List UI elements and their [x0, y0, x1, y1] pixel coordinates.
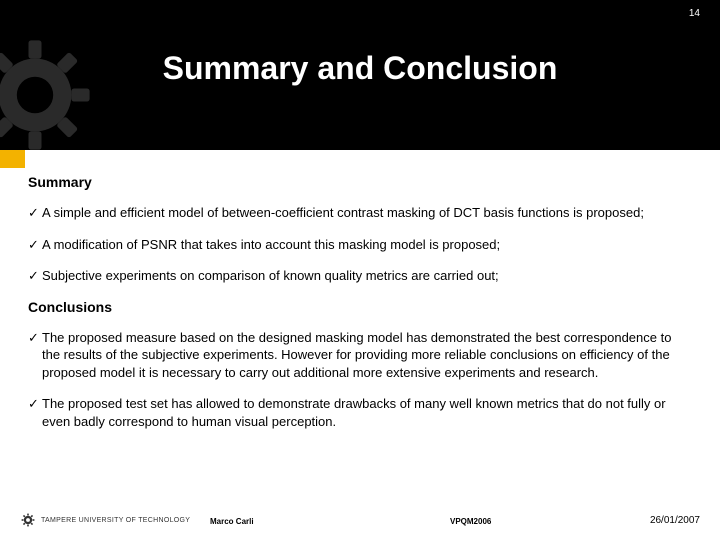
check-icon: ✓	[28, 329, 39, 347]
footer-university: TAMPERE UNIVERSITY OF TECHNOLOGY	[41, 517, 190, 524]
bullet-text: The proposed test set has allowed to dem…	[42, 396, 666, 429]
bullet-text: A simple and efficient model of between-…	[42, 205, 644, 220]
accent-bar	[0, 150, 25, 168]
summary-item: ✓A modification of PSNR that takes into …	[28, 236, 692, 254]
check-icon: ✓	[28, 204, 39, 222]
summary-item: ✓A simple and efficient model of between…	[28, 204, 692, 222]
bullet-text: The proposed measure based on the design…	[42, 330, 671, 380]
bullet-text: A modification of PSNR that takes into a…	[42, 237, 500, 252]
slide-content: Summary ✓A simple and efficient model of…	[0, 150, 720, 430]
conclusion-item: ✓The proposed test set has allowed to de…	[28, 395, 692, 430]
bullet-text: Subjective experiments on comparison of …	[42, 268, 499, 283]
slide-footer: TAMPERE UNIVERSITY OF TECHNOLOGY Marco C…	[0, 508, 720, 528]
summary-heading: Summary	[28, 174, 692, 190]
slide-title: Summary and Conclusion	[0, 50, 720, 87]
footer-event: VPQM2006	[450, 517, 491, 526]
conclusion-item: ✓The proposed measure based on the desig…	[28, 329, 692, 382]
check-icon: ✓	[28, 395, 39, 413]
conclusions-heading: Conclusions	[28, 299, 692, 315]
check-icon: ✓	[28, 236, 39, 254]
slide-header: 14 Summary and Conclusion	[0, 0, 720, 150]
summary-item: ✓Subjective experiments on comparison of…	[28, 267, 692, 285]
footer-date: 26/01/2007	[650, 515, 700, 526]
footer-logo: TAMPERE UNIVERSITY OF TECHNOLOGY	[20, 512, 190, 528]
page-number: 14	[689, 8, 700, 19]
check-icon: ✓	[28, 267, 39, 285]
footer-author: Marco Carli	[210, 517, 254, 526]
gear-icon	[20, 512, 36, 528]
